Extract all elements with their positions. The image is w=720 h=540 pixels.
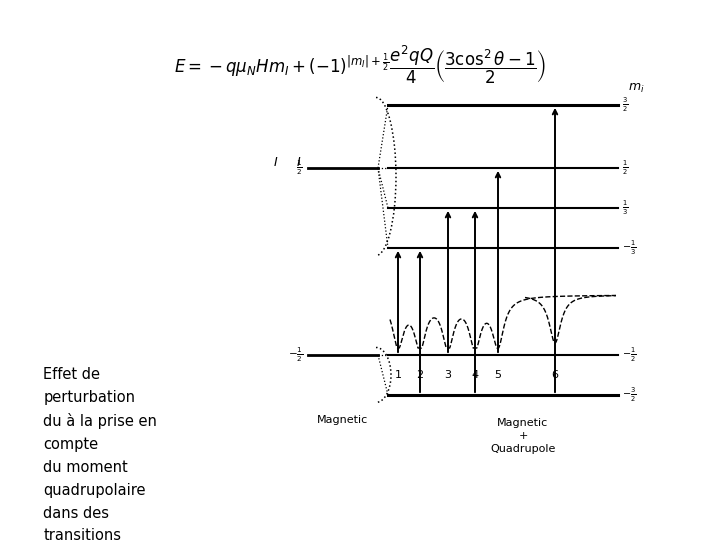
Text: $I$: $I$ xyxy=(296,156,302,168)
Text: $m_i$: $m_i$ xyxy=(628,82,644,94)
Text: 4: 4 xyxy=(472,370,479,380)
Text: Magnetic
+
Quadrupole: Magnetic + Quadrupole xyxy=(490,418,556,454)
Text: $\frac{1}{3}$: $\frac{1}{3}$ xyxy=(622,199,629,217)
Text: $-\frac{1}{3}$: $-\frac{1}{3}$ xyxy=(622,239,636,257)
Text: $-\frac{3}{2}$: $-\frac{3}{2}$ xyxy=(622,386,636,404)
Text: Magnetic: Magnetic xyxy=(318,415,369,425)
Text: Effet de
perturbation
du à la prise en
compte
du moment
quadrupolaire
dans des
t: Effet de perturbation du à la prise en c… xyxy=(43,367,157,540)
Text: $\frac{1}{2}$: $\frac{1}{2}$ xyxy=(622,159,629,177)
Text: 5: 5 xyxy=(495,370,502,380)
Text: 3: 3 xyxy=(444,370,451,380)
Text: 1: 1 xyxy=(395,370,402,380)
Text: 2: 2 xyxy=(416,370,423,380)
Text: $\frac{3}{2}$: $\frac{3}{2}$ xyxy=(622,96,629,114)
Text: $\frac{1}{2}$: $\frac{1}{2}$ xyxy=(297,159,303,177)
Text: $-\frac{1}{2}$: $-\frac{1}{2}$ xyxy=(288,346,303,364)
Text: $-\frac{1}{2}$: $-\frac{1}{2}$ xyxy=(622,346,636,364)
Text: 6: 6 xyxy=(552,370,559,380)
Text: $E = -q\mu_N H m_I + (-1)^{|m_I|+\frac{1}{2}} \dfrac{e^2 q Q}{4} \left( \dfrac{3: $E = -q\mu_N H m_I + (-1)^{|m_I|+\frac{1… xyxy=(174,44,546,86)
Text: $I$: $I$ xyxy=(273,157,278,170)
